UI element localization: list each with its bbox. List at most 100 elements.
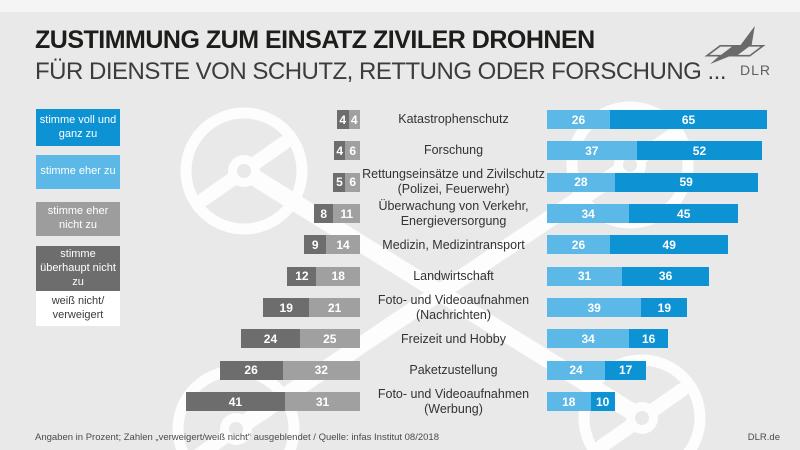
bar-value-label: 36 <box>658 269 673 284</box>
bar-segment: 25 <box>299 329 360 349</box>
bar-segment: 37 <box>547 141 637 161</box>
category-label: Katastrophenschutz <box>398 112 509 127</box>
dlr-logo-text: DLR <box>740 62 772 78</box>
agree-bar: 37 52 <box>547 135 800 166</box>
bar-segment: 18 <box>547 392 591 412</box>
footer-site-link: DLR.de <box>747 432 780 443</box>
bar-segment: 65 <box>609 110 768 129</box>
chart-row: 12 18 Landwirtschaft 31 36 <box>180 261 800 292</box>
agree-bar: 26 65 <box>547 104 800 135</box>
legend-item-label: stimme überhaupt nicht zu <box>40 248 116 288</box>
bar-value-label: 49 <box>662 237 676 252</box>
category-label: Medizin, Medizintransport <box>382 237 525 252</box>
legend-item-label: stimme eher nicht zu <box>47 205 109 231</box>
bar-value-label: 4 <box>350 112 358 127</box>
chart-row: 24 25 Freizeit und Hobby 34 16 <box>180 323 800 354</box>
bar-segment: 41 <box>185 392 285 412</box>
category-label: Paketzustellung <box>409 362 498 377</box>
chart-row: 4 4 Katastrophenschutz 26 65 <box>180 104 800 135</box>
bar-value-label: 34 <box>581 206 595 221</box>
bar-segment: 18 <box>316 266 360 286</box>
legend-item: weiß nicht/ verweigert <box>36 291 120 326</box>
bar-segment: 31 <box>547 266 623 286</box>
bar-segment: 59 <box>614 172 758 192</box>
bar-segment: 31 <box>284 392 360 412</box>
bar-value-label: 18 <box>562 394 576 409</box>
bar-segment: 4 <box>333 141 346 161</box>
bar-segment: 14 <box>326 235 360 255</box>
bar-value-label: 6 <box>349 175 357 190</box>
bar-value-label: 8 <box>320 206 328 221</box>
bar-value-label: 10 <box>595 394 610 409</box>
bar-segment: 28 <box>547 172 615 192</box>
bar-value-label: 12 <box>295 269 309 284</box>
approval-chart: 4 4 Katastrophenschutz 26 65 4 6 Forschung 37 52 5… <box>180 104 800 420</box>
chart-row: 19 21 Foto- und Videoaufnahmen (Nachrichte… <box>180 292 800 323</box>
footer: Angaben in Prozent; Zahlen „verweigert/w… <box>35 432 790 443</box>
bar-segment: 19 <box>641 298 688 318</box>
bar-segment: 6 <box>345 172 360 192</box>
bar-segment: 12 <box>287 266 317 286</box>
legend-item-label: weiß nicht/ verweigert <box>51 294 105 321</box>
legend-item: stimme eher nicht zu <box>36 202 120 236</box>
bar-segment: 26 <box>219 360 283 380</box>
category-label: Foto- und Videoaufnahmen (Werbung) <box>377 386 530 416</box>
chart-row: 26 32 Paketzustellung 24 17 <box>180 355 800 386</box>
bar-segment: 19 <box>263 298 310 318</box>
bar-value-label: 26 <box>571 112 586 127</box>
category-label: Rettungseinsätze und Zivilschutz (Polize… <box>362 167 545 197</box>
bar-value-label: 65 <box>681 112 696 127</box>
bar-value-label: 4 <box>336 143 344 158</box>
dlr-logo-icon <box>704 26 766 64</box>
bar-segment: 16 <box>629 329 668 349</box>
bar-segment: 17 <box>605 360 647 380</box>
bar-value-label: 26 <box>571 237 586 252</box>
bar-value-label: 31 <box>315 394 330 409</box>
bar-value-label: 32 <box>314 363 328 378</box>
agree-bar: 24 17 <box>547 355 800 386</box>
bar-value-label: 25 <box>323 331 337 346</box>
bar-segment: 21 <box>309 298 360 318</box>
bar-value-label: 6 <box>349 143 357 158</box>
agree-bar: 28 59 <box>547 167 800 198</box>
bar-value-label: 34 <box>581 331 595 346</box>
bar-value-label: 41 <box>228 394 243 409</box>
bar-value-label: 52 <box>692 143 707 158</box>
bar-segment: 39 <box>547 298 642 318</box>
category-label: Landwirtschaft <box>413 268 494 283</box>
disagree-bar: 12 18 <box>180 261 360 292</box>
top-strip <box>0 0 800 12</box>
bar-segment: 9 <box>304 235 327 255</box>
bar-segment: 8 <box>314 204 334 224</box>
bar-value-label: 37 <box>585 143 599 158</box>
chart-row: 4 6 Forschung 37 52 <box>180 135 800 166</box>
bar-value-label: 9 <box>311 237 319 252</box>
bar-value-label: 59 <box>679 175 693 190</box>
disagree-bar: 19 21 <box>180 292 360 323</box>
bar-value-label: 24 <box>263 331 278 346</box>
bar-value-label: 19 <box>657 300 672 315</box>
bar-value-label: 18 <box>331 269 345 284</box>
bar-segment: 24 <box>547 360 606 380</box>
disagree-bar: 26 32 <box>180 355 360 386</box>
category-label: Freizeit und Hobby <box>401 331 506 346</box>
bar-value-label: 39 <box>587 300 601 315</box>
disagree-bar: 9 14 <box>180 229 360 260</box>
bar-segment: 34 <box>547 204 630 224</box>
bar-segment: 26 <box>547 110 610 129</box>
bar-segment: 32 <box>282 360 360 380</box>
bar-value-label: 26 <box>244 363 258 378</box>
bar-value-label: 45 <box>677 206 691 221</box>
bar-value-label: 24 <box>569 363 583 378</box>
dlr-logo: DLR <box>700 24 795 86</box>
bar-segment: 11 <box>333 204 360 224</box>
agree-bar: 31 36 <box>547 261 800 292</box>
chart-row: 5 6 Rettungseinsätze und Zivilschutz (Poli… <box>180 167 800 198</box>
bar-value-label: 31 <box>577 269 592 284</box>
legend-item: stimme eher zu <box>36 155 120 189</box>
category-label: Überwachung von Verkehr, Energieversorgu… <box>378 198 529 228</box>
bar-segment: 49 <box>609 235 729 255</box>
